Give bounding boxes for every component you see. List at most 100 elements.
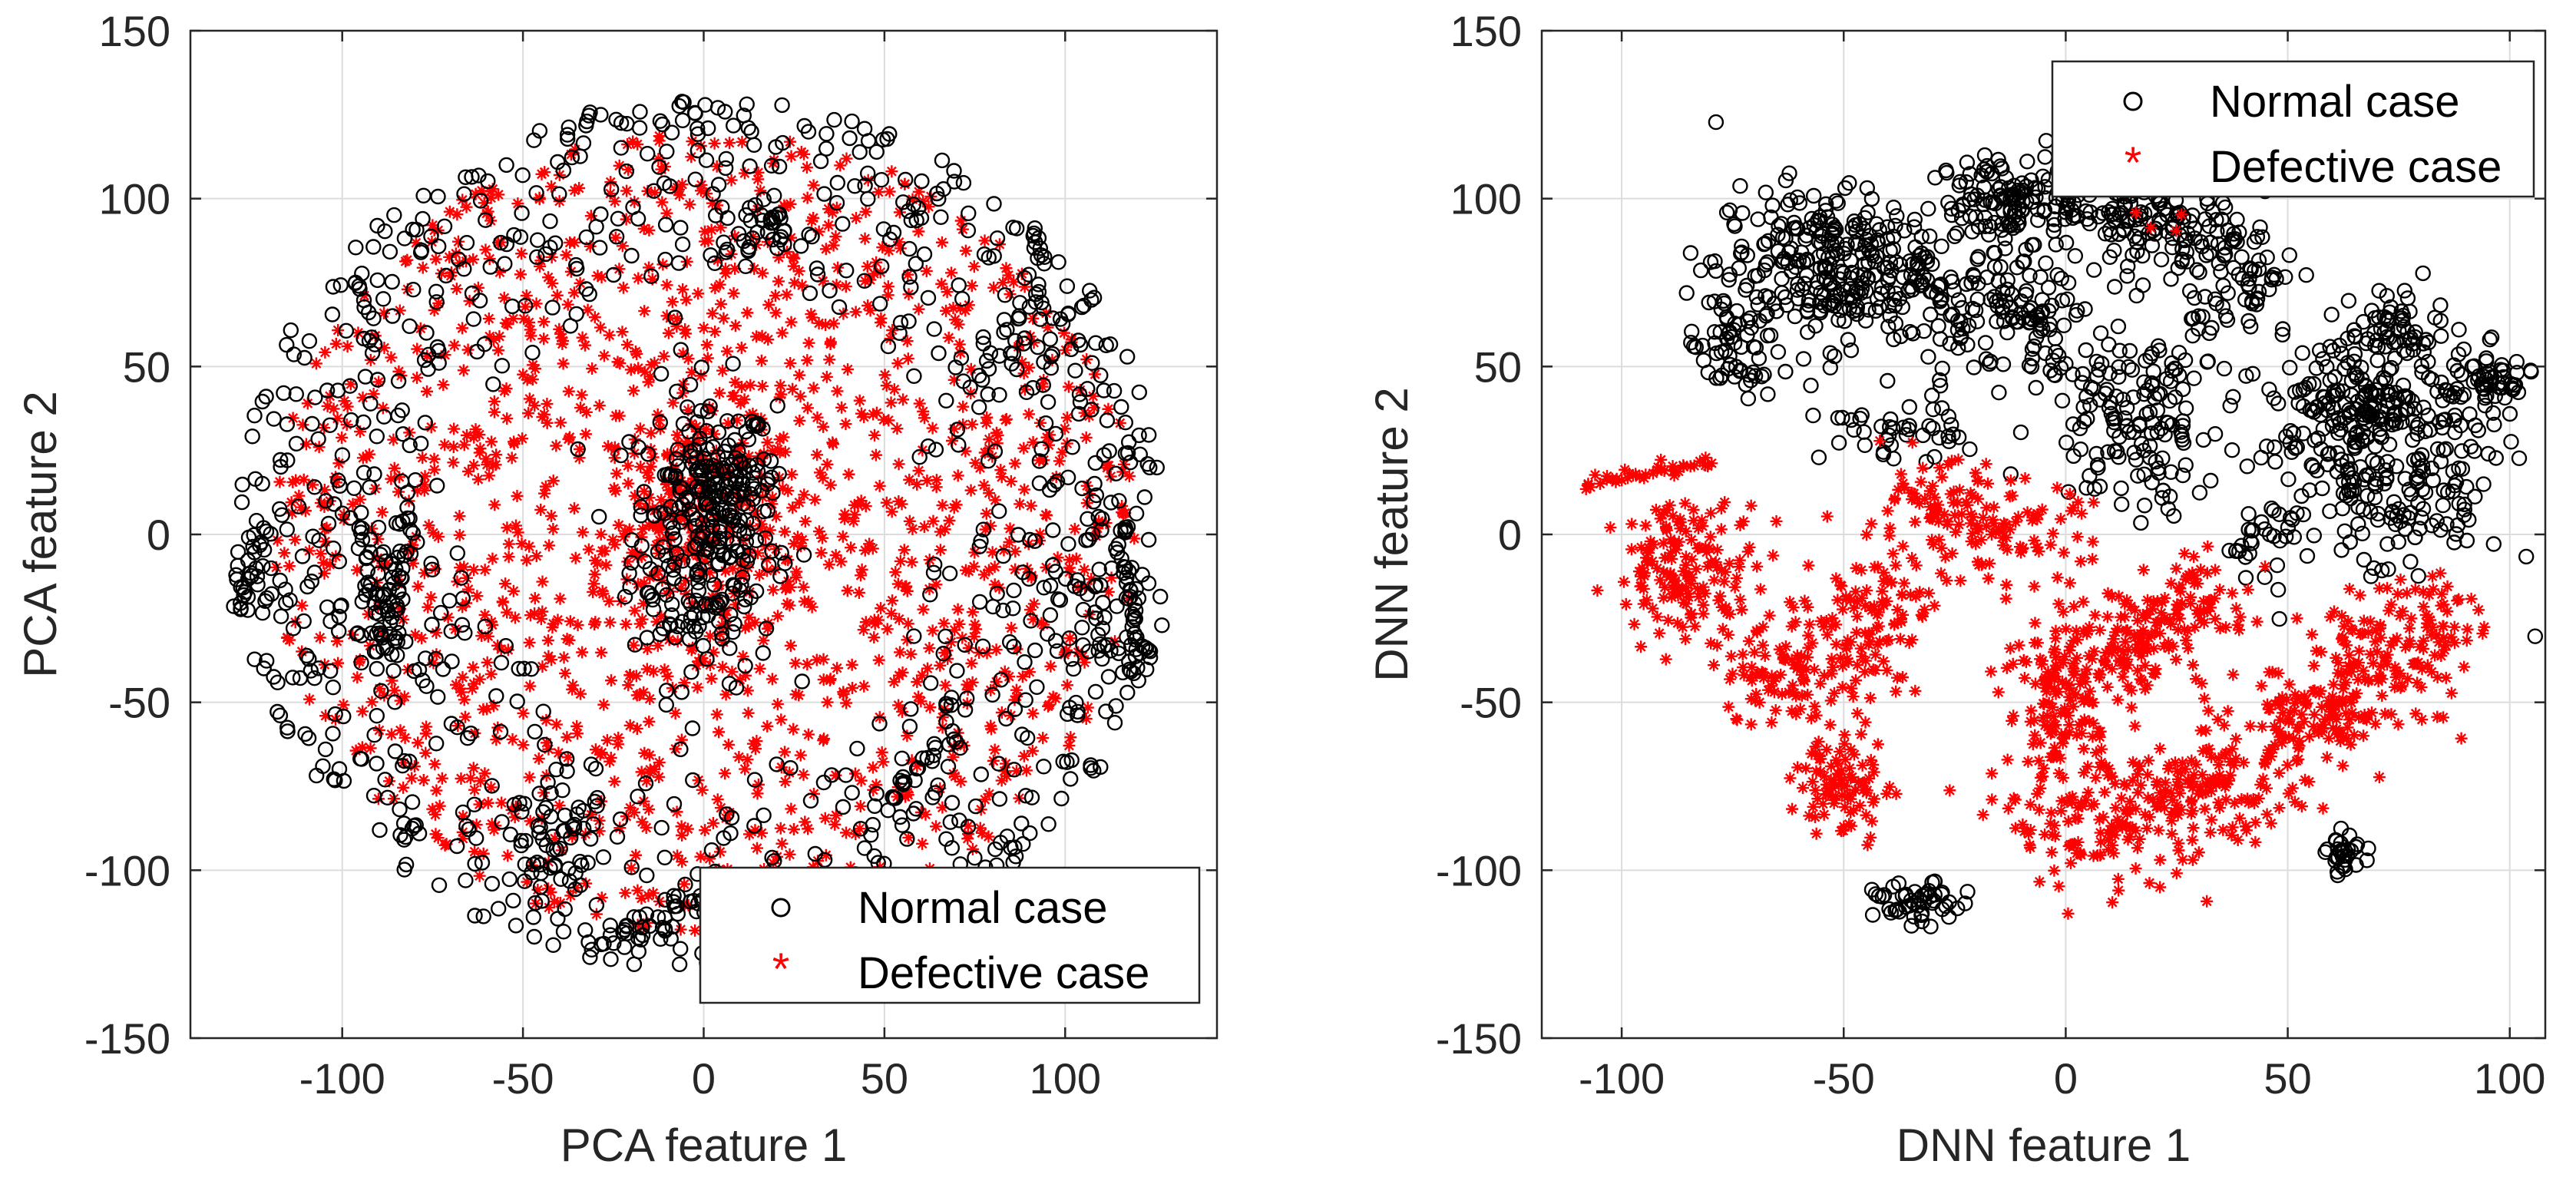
defective-case-point — [594, 528, 607, 541]
defective-case-point — [314, 547, 327, 561]
normal-case-point — [903, 701, 919, 717]
normal-case-point — [980, 453, 997, 469]
normal-case-point — [738, 258, 754, 274]
defective-case-point — [1027, 707, 1040, 720]
defective-case-point — [428, 452, 441, 465]
defective-case-point — [776, 481, 789, 494]
defective-case-point — [901, 268, 914, 281]
defective-case-point — [281, 631, 294, 644]
defective-case-point — [443, 250, 456, 263]
normal-case-point — [1128, 505, 1145, 521]
normal-case-point — [1117, 524, 1133, 541]
normal-case-point — [666, 795, 683, 812]
defective-case-point — [607, 534, 620, 547]
defective-case-point — [815, 547, 828, 560]
normal-case-point — [657, 251, 673, 268]
normal-case-point — [916, 246, 933, 263]
defective-case-point — [564, 615, 577, 628]
defective-case-point — [785, 316, 798, 329]
defective-case-point — [999, 413, 1012, 426]
defective-case-point — [609, 231, 622, 244]
defective-case-point — [660, 478, 673, 491]
defective-case-point — [457, 364, 470, 377]
normal-case-point — [564, 818, 580, 835]
normal-case-point — [1931, 277, 1948, 293]
normal-case-point — [2267, 454, 2283, 470]
defective-case-point — [576, 646, 589, 659]
normal-case-point — [324, 306, 341, 322]
defective-case-point — [429, 253, 442, 266]
normal-case-point — [332, 277, 349, 293]
defective-case-point — [484, 214, 498, 227]
normal-case-point — [706, 255, 723, 271]
normal-case-point — [1891, 291, 1908, 307]
normal-case-point — [646, 508, 663, 524]
defective-case-point — [643, 763, 656, 776]
defective-case-point — [613, 159, 626, 172]
defective-case-point — [1089, 368, 1102, 381]
defective-case-point — [593, 399, 606, 412]
normal-case-point — [2111, 207, 2128, 223]
normal-case-point — [735, 476, 751, 492]
defective-case-point — [416, 451, 429, 465]
defective-case-point — [678, 553, 691, 566]
defective-case-point — [940, 304, 953, 317]
defective-case-point — [616, 326, 629, 339]
normal-case-point — [2229, 211, 2245, 228]
defective-case-point — [640, 501, 653, 514]
defective-case-point — [671, 849, 684, 862]
normal-case-point — [868, 144, 885, 160]
normal-case-point — [899, 831, 915, 847]
normal-case-point — [279, 521, 295, 537]
normal-case-point — [2254, 514, 2270, 531]
normal-case-point — [516, 660, 532, 676]
normal-case-point — [757, 530, 773, 546]
normal-case-point — [2213, 263, 2229, 279]
normal-case-point — [1849, 299, 1866, 315]
defective-case-point — [646, 451, 660, 464]
defective-case-point — [840, 152, 853, 165]
defective-case-point — [1016, 670, 1029, 683]
defective-case-point — [617, 281, 630, 294]
normal-case-point — [871, 716, 888, 732]
defective-case-point — [608, 195, 621, 208]
normal-case-point — [2429, 513, 2445, 529]
defective-case-point — [1711, 561, 1724, 574]
normal-case-point — [2379, 536, 2396, 552]
defective-case-point — [732, 442, 746, 455]
normal-case-point — [2320, 395, 2336, 412]
normal-case-point — [914, 750, 931, 766]
normal-case-point — [1008, 361, 1025, 378]
normal-case-point — [2467, 488, 2483, 504]
normal-case-point — [2108, 389, 2125, 405]
defective-case-point — [595, 271, 608, 284]
normal-case-point — [719, 806, 735, 822]
normal-case-point — [307, 389, 323, 405]
defective-case-point — [927, 514, 940, 528]
defective-case-point — [930, 820, 943, 833]
normal-case-point — [1037, 415, 1054, 432]
normal-case-point — [1830, 195, 1846, 211]
defective-case-point — [902, 831, 915, 844]
normal-case-point — [2264, 500, 2280, 517]
defective-case-point — [621, 459, 634, 472]
normal-case-point — [2045, 211, 2062, 227]
defective-case-point — [534, 613, 547, 626]
defective-case-point — [868, 631, 881, 644]
defective-case-point — [1716, 623, 1729, 636]
defective-case-point — [858, 680, 871, 693]
normal-case-point — [636, 484, 652, 500]
defective-case-point — [1027, 336, 1040, 349]
normal-case-point — [1754, 369, 1770, 385]
defective-case-point — [1678, 497, 1691, 510]
defective-case-point — [461, 343, 475, 356]
normal-case-point — [652, 113, 669, 129]
normal-case-point — [2042, 362, 2058, 379]
defective-case-point — [726, 562, 739, 575]
normal-case-point — [2149, 424, 2165, 441]
defective-case-point — [1064, 731, 1077, 744]
normal-case-point — [511, 795, 527, 811]
normal-case-point — [623, 859, 640, 875]
defective-case-point — [406, 557, 419, 570]
normal-case-point — [2305, 458, 2321, 475]
